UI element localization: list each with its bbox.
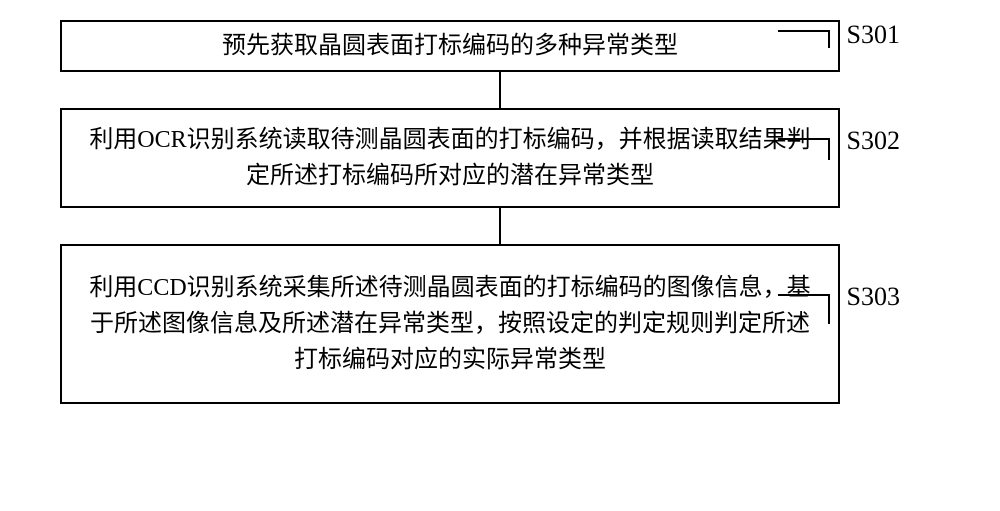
arrow-line-2 (499, 208, 501, 244)
connector-2-3 (110, 208, 890, 244)
label-connector-3 (778, 294, 830, 324)
step-label-3: S303 (847, 282, 900, 312)
step-box-2: 利用OCR识别系统读取待测晶圆表面的打标编码，并根据读取结果判定所述打标编码所对… (60, 108, 840, 208)
step-label-1: S301 (847, 20, 900, 50)
step-box-3: 利用CCD识别系统采集所述待测晶圆表面的打标编码的图像信息，基于所述图像信息及所… (60, 244, 840, 404)
arrow-line-1 (499, 72, 501, 108)
label-connector-2 (778, 138, 830, 160)
step-text-2: 利用OCR识别系统读取待测晶圆表面的打标编码，并根据读取结果判定所述打标编码所对… (82, 122, 818, 194)
step-row-3: 利用CCD识别系统采集所述待测晶圆表面的打标编码的图像信息，基于所述图像信息及所… (60, 244, 940, 404)
step-row-2: 利用OCR识别系统读取待测晶圆表面的打标编码，并根据读取结果判定所述打标编码所对… (60, 108, 940, 208)
step-box-1: 预先获取晶圆表面打标编码的多种异常类型 (60, 20, 840, 72)
connector-1-2 (110, 72, 890, 108)
step-text-3: 利用CCD识别系统采集所述待测晶圆表面的打标编码的图像信息，基于所述图像信息及所… (82, 270, 818, 378)
label-connector-1 (778, 30, 830, 48)
step-label-2: S302 (847, 126, 900, 156)
step-text-1: 预先获取晶圆表面打标编码的多种异常类型 (222, 28, 678, 64)
flowchart-container: 预先获取晶圆表面打标编码的多种异常类型 S301 利用OCR识别系统读取待测晶圆… (60, 20, 940, 404)
step-row-1: 预先获取晶圆表面打标编码的多种异常类型 S301 (60, 20, 940, 72)
